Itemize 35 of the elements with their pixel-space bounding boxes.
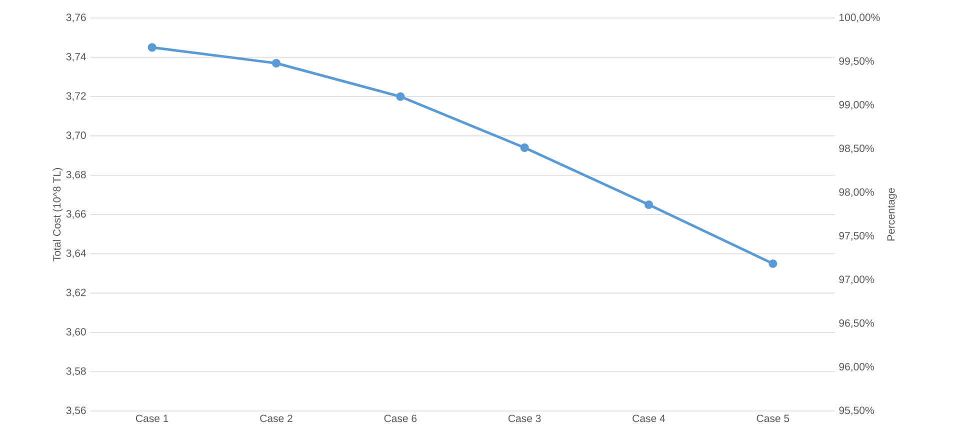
y2-tick-label: 98,00% [839, 188, 874, 198]
y2-tick-label: 97,00% [839, 276, 874, 284]
point [272, 58, 281, 68]
y2-tick-label: 96,50% [839, 319, 874, 328]
y2-tick-label: 99,00% [839, 101, 874, 110]
y-tick-label: 3,66 [66, 210, 86, 219]
point [520, 143, 529, 152]
x-tick-label: Case 2 [260, 414, 292, 422]
x-tick-label: Case 1 [136, 414, 168, 422]
y-tick-label: 3,68 [66, 170, 86, 180]
y-tick-label: 3,60 [66, 328, 86, 337]
y-tick-label: 3,70 [66, 132, 86, 140]
point [768, 259, 778, 268]
y2-tick-label: 100,00% [840, 14, 880, 22]
y-tick-label: 3,56 [66, 406, 86, 416]
point [396, 92, 405, 101]
y-axis-title: Total Cost (10^8 TL) [52, 168, 63, 262]
x-tick-label: Case 5 [756, 414, 790, 422]
y-tick-label: 3,64 [66, 249, 86, 258]
y2-axis-title: Percentage [887, 188, 897, 240]
point [148, 43, 156, 52]
y2-tick-label: 96,00% [839, 363, 874, 372]
x-tick-label: Case 3 [508, 414, 541, 422]
y-tick-label: 3,76 [66, 14, 86, 22]
y2-tick-label: 95,50% [839, 406, 874, 416]
y2-tick-label: 98,50% [839, 144, 874, 154]
x-tick-label: Case 6 [384, 414, 417, 422]
y-tick-label: 3,62 [66, 288, 86, 298]
y-tick-label: 3,58 [66, 367, 86, 376]
y-tick-label: 3,74 [66, 52, 86, 62]
y2-tick-label: 97,50% [839, 232, 874, 241]
point [644, 200, 654, 209]
y2-tick-label: 99,50% [839, 57, 874, 66]
y-tick-label: 3,72 [66, 92, 86, 101]
x-tick-label: Case 4 [632, 414, 666, 422]
